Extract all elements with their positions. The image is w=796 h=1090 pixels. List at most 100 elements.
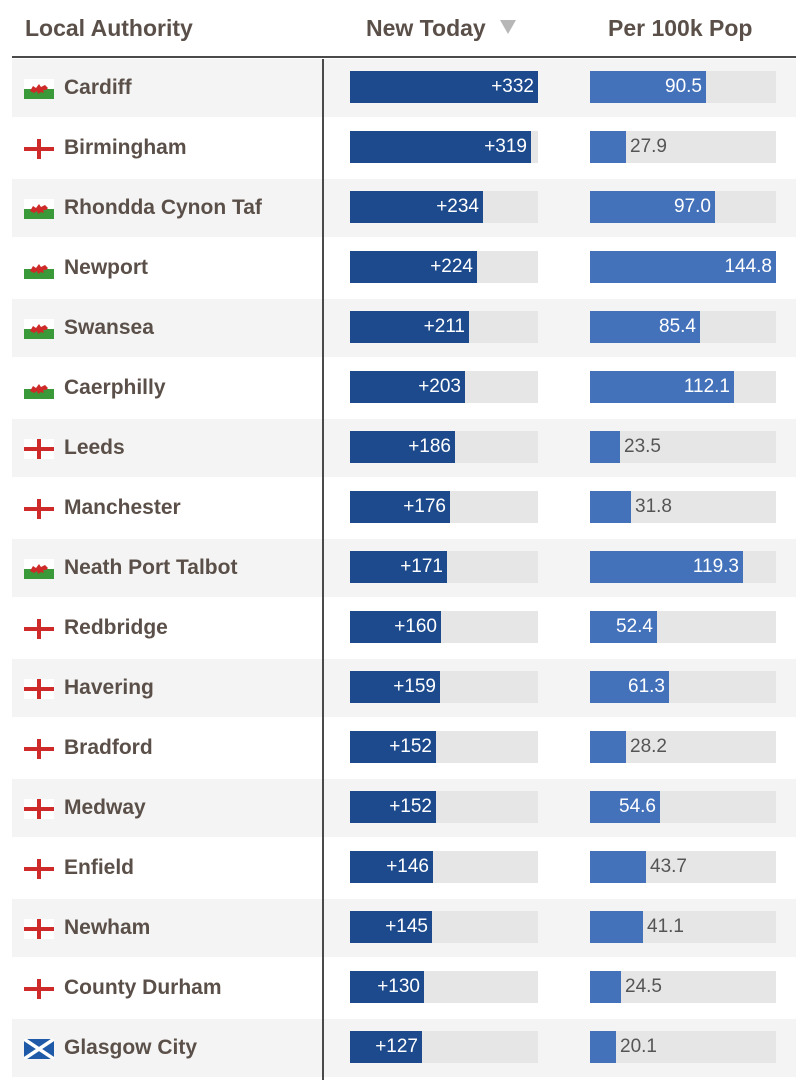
authority-name: Leeds: [64, 436, 125, 459]
wales-flag-icon: [24, 79, 54, 99]
new-today-track: +160: [350, 611, 538, 643]
authority-name: Neath Port Talbot: [64, 556, 238, 579]
new-today-bar: [350, 911, 432, 943]
per-100k-bar: [590, 431, 620, 463]
new-today-track: +203: [350, 371, 538, 403]
table-row: County Durham +130 24.5: [12, 959, 796, 1019]
england-flag-icon: [24, 739, 54, 759]
per-100k-track: 54.6: [590, 791, 776, 823]
per-100k-label: 112.1: [683, 376, 730, 397]
per-100k-bar: [590, 311, 700, 343]
per-100k-bar: [590, 71, 706, 103]
authority-name: Newham: [64, 916, 151, 939]
per-100k-label: 24.5: [625, 976, 662, 997]
per-100k-bar: [590, 551, 743, 583]
new-today-track: +152: [350, 791, 538, 823]
new-today-track: +130: [350, 971, 538, 1003]
new-today-track: +159: [350, 671, 538, 703]
per-100k-bar: [590, 371, 734, 403]
per-100k-bar: [590, 251, 776, 283]
new-today-track: +211: [350, 311, 538, 343]
new-today-bar: [350, 311, 469, 343]
table-row: Bradford +152 28.2: [12, 719, 796, 779]
column-header-new-today[interactable]: New Today: [366, 15, 516, 42]
new-today-bar: [350, 71, 538, 103]
new-today-label: +211: [423, 316, 465, 337]
per-100k-track: 20.1: [590, 1031, 776, 1063]
authority-name: County Durham: [64, 976, 222, 999]
new-today-track: +152: [350, 731, 538, 763]
column-divider: [322, 59, 324, 1080]
new-today-label: +145: [385, 916, 428, 937]
table-row: Leeds +186 23.5: [12, 419, 796, 479]
table-row: Newport +224 144.8: [12, 239, 796, 299]
new-today-label: +224: [430, 256, 473, 277]
per-100k-label: 28.2: [630, 736, 667, 757]
new-today-track: +224: [350, 251, 538, 283]
england-flag-icon: [24, 439, 54, 459]
per-100k-track: 97.0: [590, 191, 776, 223]
per-100k-label: 61.3: [628, 676, 665, 697]
per-100k-bar: [590, 971, 621, 1003]
per-100k-label: 52.4: [616, 616, 653, 637]
per-100k-bar: [590, 851, 646, 883]
new-today-label: +146: [386, 856, 429, 877]
wales-flag-icon: [24, 319, 54, 339]
per-100k-track: 61.3: [590, 671, 776, 703]
table-row: Rhondda Cynon Taf +234 97.0: [12, 179, 796, 239]
new-today-bar: [350, 971, 424, 1003]
england-flag-icon: [24, 919, 54, 939]
new-today-bar: [350, 431, 455, 463]
per-100k-track: 52.4: [590, 611, 776, 643]
per-100k-track: 90.5: [590, 71, 776, 103]
new-today-bar: [350, 1031, 422, 1063]
new-today-label: +127: [375, 1036, 418, 1057]
new-today-bar: [350, 791, 436, 823]
new-today-label: +203: [418, 376, 461, 397]
per-100k-label: 20.1: [620, 1036, 657, 1057]
per-100k-bar: [590, 491, 631, 523]
england-flag-icon: [24, 679, 54, 699]
sort-down-triangle-icon[interactable]: [499, 20, 516, 34]
new-today-label: +171: [400, 556, 443, 577]
new-today-bar: [350, 251, 477, 283]
per-100k-bar: [590, 671, 669, 703]
authority-name: Rhondda Cynon Taf: [64, 196, 262, 219]
authority-name: Medway: [64, 796, 146, 819]
column-header-local-authority[interactable]: Local Authority: [25, 15, 193, 41]
per-100k-label: 90.5: [665, 76, 702, 97]
per-100k-bar: [590, 791, 660, 823]
england-flag-icon: [24, 859, 54, 879]
table-row: Cardiff +332 90.5: [12, 59, 796, 119]
column-header-per-100k[interactable]: Per 100k Pop: [608, 15, 753, 41]
table-row: Havering +159 61.3: [12, 659, 796, 719]
table-row: Medway +152 54.6: [12, 779, 796, 839]
england-flag-icon: [24, 799, 54, 819]
wales-flag-icon: [24, 259, 54, 279]
authority-name: Birmingham: [64, 136, 187, 159]
table-row: Caerphilly +203 112.1: [12, 359, 796, 419]
authority-name: Newport: [64, 256, 148, 279]
per-100k-bar: [590, 1031, 616, 1063]
new-today-label: +159: [393, 676, 436, 697]
wales-flag-icon: [24, 379, 54, 399]
new-today-label: +332: [491, 76, 534, 97]
new-today-label: +130: [377, 976, 420, 997]
new-today-track: +146: [350, 851, 538, 883]
table-row: Glasgow City +127 20.1: [12, 1019, 796, 1079]
new-today-track: +176: [350, 491, 538, 523]
new-today-bar: [350, 491, 450, 523]
new-today-bar: [350, 611, 441, 643]
per-100k-label: 43.7: [650, 856, 687, 877]
england-flag-icon: [24, 979, 54, 999]
new-today-label: +319: [484, 136, 527, 157]
per-100k-track: 144.8: [590, 251, 776, 283]
per-100k-label: 97.0: [674, 196, 711, 217]
new-today-track: +332: [350, 71, 538, 103]
per-100k-bar: [590, 731, 626, 763]
table-row: Swansea +211 85.4: [12, 299, 796, 359]
authority-name: Manchester: [64, 496, 181, 519]
per-100k-track: 31.8: [590, 491, 776, 523]
new-today-bar: [350, 131, 531, 163]
authority-name: Glasgow City: [64, 1036, 198, 1059]
